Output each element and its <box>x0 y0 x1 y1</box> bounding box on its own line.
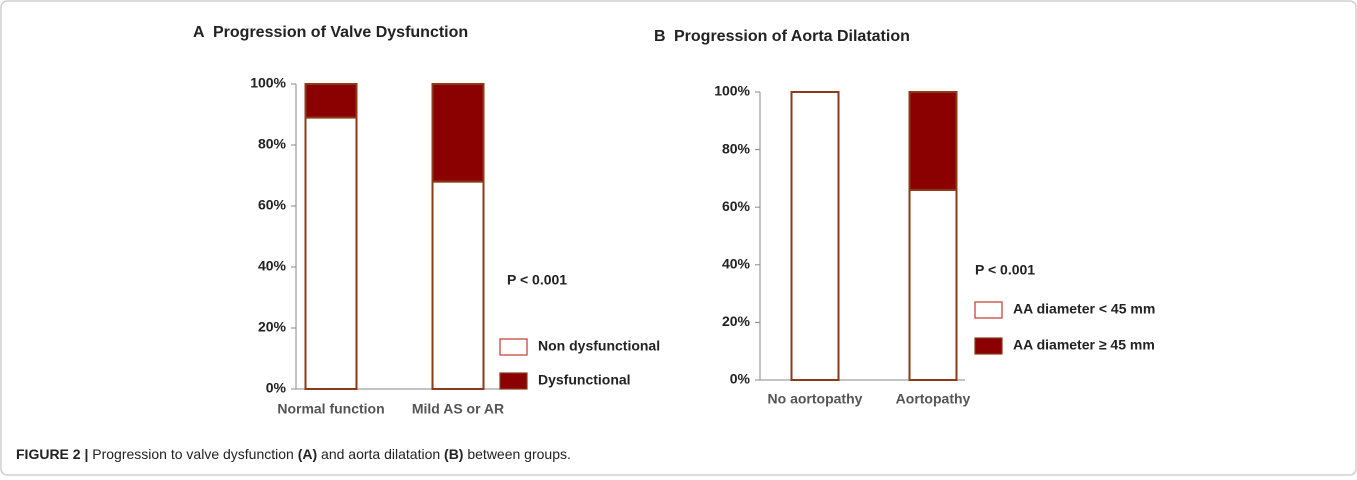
caption-text: Progression to valve dysfunction <box>88 446 298 462</box>
bar-segment <box>304 83 358 119</box>
y-tick-label: 20% <box>258 319 287 335</box>
bar-segment <box>908 91 958 191</box>
caption-ref: (B) <box>444 446 464 462</box>
annotation: P < 0.001 <box>975 262 1035 278</box>
y-tick-label: 80% <box>258 136 287 152</box>
bar-segment <box>304 116 358 391</box>
chart-title: Progression of Valve Dysfunction <box>213 24 468 41</box>
x-tick-label: No aortopathy <box>768 391 863 407</box>
bar-segment <box>431 180 485 390</box>
bar-segment <box>908 188 958 381</box>
x-tick-label: Aortopathy <box>896 391 971 407</box>
legend-swatch <box>974 337 1003 355</box>
caption: FIGURE 2 | Progression to valve dysfunct… <box>16 446 571 462</box>
y-tick-label: 0% <box>730 371 751 387</box>
x-tick-label: Mild AS or AR <box>412 401 504 417</box>
y-tick-label: 60% <box>258 197 287 213</box>
y-tick-label: 40% <box>258 258 287 274</box>
y-tick-label: 20% <box>722 313 751 329</box>
legend-swatch <box>499 338 528 356</box>
y-tick-label: 0% <box>266 380 287 396</box>
legend-label: Non dysfunctional <box>538 338 660 354</box>
y-tick-label: 100% <box>250 75 286 91</box>
legend-label: Dysfunctional <box>538 372 631 388</box>
panel-label: B <box>654 28 666 45</box>
chart-title: Progression of Aorta Dilatation <box>674 28 910 45</box>
caption-text: and aorta dilatation <box>317 446 445 462</box>
y-tick-label: 60% <box>722 198 751 214</box>
legend-label: AA diameter < 45 mm <box>1013 301 1155 317</box>
y-tick-label: 40% <box>722 256 751 272</box>
caption-label: FIGURE 2 | <box>16 446 89 462</box>
caption-ref: (A) <box>297 446 318 462</box>
bar-segment <box>431 83 485 183</box>
x-tick-label: Normal function <box>277 401 384 417</box>
caption-text: between groups. <box>463 446 571 462</box>
legend-swatch <box>499 372 528 390</box>
y-tick-label: 80% <box>722 140 751 156</box>
bar-segment <box>790 91 840 381</box>
annotation: P < 0.001 <box>507 272 567 288</box>
legend-label: AA diameter ≥ 45 mm <box>1013 337 1155 353</box>
y-tick-label: 100% <box>714 83 750 99</box>
panel-label: A <box>193 24 205 41</box>
legend-swatch <box>974 301 1003 319</box>
